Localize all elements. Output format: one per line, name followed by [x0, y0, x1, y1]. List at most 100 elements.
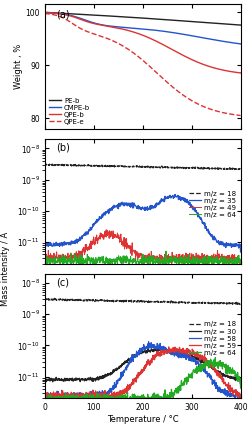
m/z = 49 [157, 257, 160, 262]
m/z = 59 [43, 402, 46, 407]
m/z = 64 [239, 257, 242, 262]
m/z = 58 [147, 339, 150, 344]
m/z = 64 [177, 265, 180, 271]
m/z = 58 [43, 401, 46, 407]
m/z = 18 [55, 297, 58, 302]
m/z = 64 [192, 368, 195, 373]
CMPE-b [212, 37, 215, 42]
Line: m/z = 59: m/z = 59 [45, 347, 241, 405]
PE-b [162, 17, 165, 22]
m/z = 18 [168, 300, 171, 305]
QPE-b [162, 42, 165, 48]
PE-b [239, 23, 242, 28]
QPE-b [157, 40, 160, 45]
m/z = 35 [212, 234, 215, 239]
PE-b [168, 17, 171, 23]
PE-b [55, 10, 58, 16]
Legend: PE-b, CMPE-b, QPE-b, QPE-e: PE-b, CMPE-b, QPE-b, QPE-e [48, 97, 91, 126]
m/z = 59 [162, 350, 165, 355]
Line: PE-b: PE-b [45, 12, 241, 25]
Line: m/z = 18: m/z = 18 [45, 164, 241, 170]
Line: m/z = 58: m/z = 58 [45, 342, 241, 404]
m/z = 49 [239, 261, 242, 266]
m/z = 35 [173, 192, 176, 197]
m/z = 18 [53, 296, 56, 301]
m/z = 35 [55, 243, 58, 248]
Text: (a): (a) [56, 10, 70, 19]
m/z = 35 [168, 194, 171, 199]
m/z = 35 [192, 204, 195, 210]
m/z = 64 [162, 396, 165, 401]
m/z = 58 [192, 355, 195, 360]
m/z = 49 [162, 257, 165, 262]
QPE-b [192, 58, 195, 63]
m/z = 59 [192, 350, 195, 355]
CMPE-b [55, 11, 58, 16]
m/z = 18 [212, 300, 215, 305]
m/z = 18 [239, 166, 242, 171]
PE-b [157, 16, 160, 22]
m/z = 49 [192, 255, 195, 260]
CMPE-b [239, 41, 242, 46]
m/z = 18 [157, 300, 160, 305]
m/z = 18 [239, 301, 242, 306]
m/z = 18 [168, 165, 171, 170]
m/z = 64 [43, 260, 46, 265]
m/z = 35 [162, 199, 165, 204]
m/z = 30 [168, 350, 171, 355]
m/z = 30 [55, 377, 58, 382]
m/z = 30 [156, 346, 159, 351]
m/z = 58 [239, 397, 242, 403]
Y-axis label: Weight , %: Weight , % [13, 44, 23, 89]
Line: QPE-e: QPE-e [45, 13, 241, 116]
m/z = 18 [192, 166, 195, 171]
m/z = 30 [192, 354, 195, 359]
QPE-b [43, 10, 46, 15]
m/z = 49 [43, 265, 46, 271]
m/z = 18 [55, 162, 58, 168]
m/z = 30 [212, 367, 215, 372]
m/z = 64 [212, 262, 215, 268]
Line: CMPE-b: CMPE-b [45, 13, 241, 44]
m/z = 49 [105, 227, 108, 233]
m/z = 58 [157, 346, 160, 351]
m/z = 59 [212, 366, 215, 372]
CMPE-b [168, 29, 171, 35]
m/z = 18 [212, 165, 215, 171]
m/z = 64 [162, 259, 165, 265]
QPE-b [168, 45, 171, 51]
QPE-e [55, 13, 58, 18]
m/z = 58 [162, 349, 165, 354]
m/z = 30 [239, 381, 242, 387]
m/z = 64 [55, 260, 58, 265]
m/z = 64 [168, 395, 171, 400]
QPE-e [157, 72, 160, 77]
m/z = 18 [192, 301, 195, 306]
m/z = 64 [55, 395, 58, 400]
m/z = 64 [164, 249, 167, 254]
m/z = 35 [43, 251, 46, 256]
Legend: m/z = 18, m/z = 30, m/z = 58, m/z = 59, m/z = 64: m/z = 18, m/z = 30, m/z = 58, m/z = 59, … [188, 321, 237, 356]
CMPE-b [192, 33, 195, 39]
m/z = 64 [212, 360, 215, 365]
m/z = 59 [239, 400, 242, 405]
m/z = 64 [192, 255, 195, 261]
m/z = 59 [168, 346, 171, 352]
Line: m/z = 30: m/z = 30 [45, 349, 241, 390]
QPE-b [55, 11, 58, 16]
QPE-e [239, 113, 242, 118]
m/z = 30 [43, 387, 46, 392]
m/z = 18 [45, 162, 48, 167]
m/z = 58 [168, 349, 171, 355]
m/z = 59 [167, 344, 170, 349]
Line: QPE-b: QPE-b [45, 13, 241, 73]
QPE-e [192, 99, 195, 104]
m/z = 30 [157, 349, 160, 354]
m/z = 18 [43, 297, 46, 302]
m/z = 64 [214, 355, 217, 360]
Line: m/z = 49: m/z = 49 [45, 230, 241, 268]
m/z = 59 [157, 352, 160, 357]
m/z = 59 [55, 391, 58, 396]
Line: m/z = 35: m/z = 35 [45, 194, 241, 253]
QPE-e [168, 82, 171, 87]
